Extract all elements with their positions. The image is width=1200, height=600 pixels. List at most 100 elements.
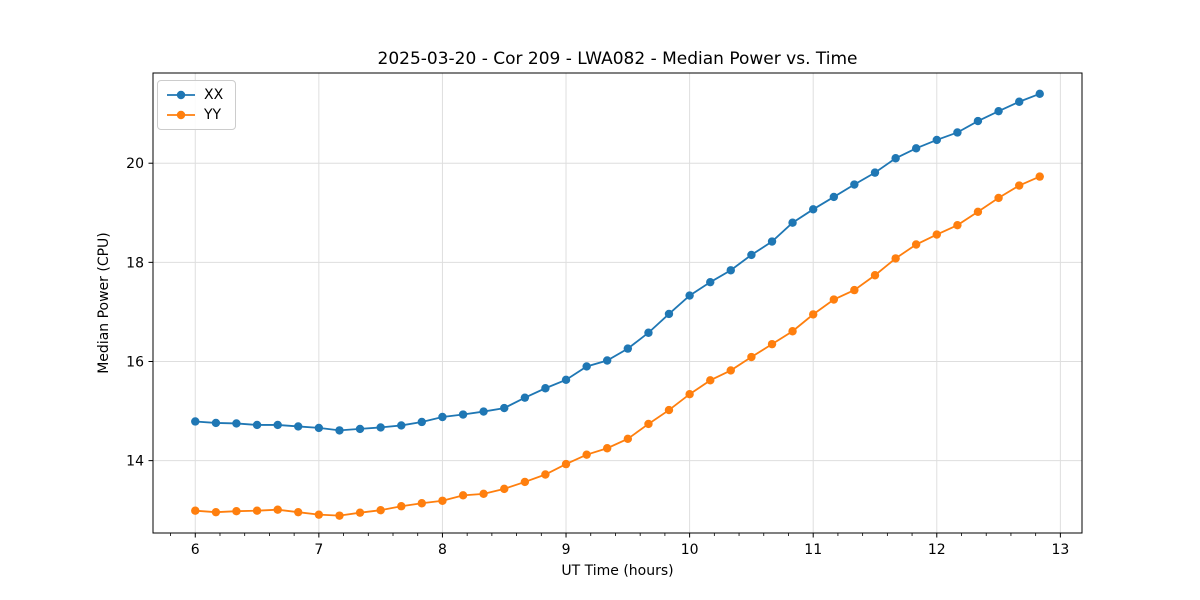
y-tick-label: 14 [126,454,144,470]
series-yy-marker [541,470,550,479]
y-axis-label: Median Power (CPU) [96,232,112,374]
legend: XX YY [157,80,237,130]
series-yy-marker [191,506,200,515]
series-yy-marker [726,366,735,375]
series-xx-marker [870,168,880,177]
series-xx-marker [767,237,777,246]
series-xx-marker [479,407,488,416]
series-yy-marker [500,484,509,494]
series-yy-marker [397,502,406,511]
series-xx-marker [891,154,900,163]
series-xx-marker [973,116,983,126]
series-yy-marker [232,506,241,516]
chart-title: 2025-03-20 - Cor 209 - LWA082 - Median P… [377,49,858,69]
legend-label: XX [204,87,224,103]
series-yy-marker [973,207,983,216]
legend-item-yy: YY [166,105,223,125]
series-yy-marker [767,339,777,349]
series-xx-marker [294,422,303,431]
series-xx-marker [376,423,385,432]
series-yy-marker [870,271,880,280]
series-yy-marker [520,477,530,487]
series-xx-marker [602,356,612,365]
series-xx-marker [726,266,735,275]
series-xx-marker [191,417,200,426]
series-xx-marker [644,328,653,337]
series-yy-marker [664,405,674,415]
series-yy-marker [706,376,715,385]
series-yy-line [195,175,1041,517]
series-yy-marker [1035,172,1044,181]
series-xx-marker [788,218,797,227]
series-yy-marker [685,390,694,399]
series-yy-marker [911,240,921,249]
series-xx-marker [747,250,756,260]
series-yy-marker [747,352,756,362]
x-tick-label: 7 [314,542,323,558]
series-yy-marker [211,507,221,517]
series-yy-marker [479,489,488,499]
series-xx-marker [706,277,715,287]
series-yy-marker [314,510,324,519]
series-yy-marker [809,310,818,319]
series-xx-marker [355,424,365,434]
legend-item-xx: XX [166,85,223,105]
series-yy-marker [376,506,385,515]
series-yy-marker [438,496,447,505]
series-yy-marker [561,459,571,469]
series-xx-marker [438,412,447,422]
x-tick-label: 8 [438,542,447,558]
series-xx-marker [623,344,633,353]
y-tick-label: 18 [126,255,144,271]
series-xx-marker [520,393,530,402]
series-yy-marker [294,507,303,517]
series-xx-marker [809,205,818,214]
series-yy-marker [850,285,859,295]
series-xx-marker [561,375,571,385]
series-xx-marker [541,384,550,393]
series-yy-marker [252,506,262,515]
series-xx-marker [458,410,468,419]
x-tick-label: 10 [681,542,699,558]
x-tick-label: 11 [804,542,822,558]
x-tick-label: 12 [928,542,946,558]
series-xx-marker [273,420,282,430]
x-axis-label: UT Time (hours) [561,563,674,579]
series-xx-marker [335,426,344,435]
series-xx-marker [994,106,1003,116]
series-xx-marker [850,180,859,189]
series-yy-marker [829,295,839,304]
series-xx-marker [829,192,839,202]
series-yy-marker [994,193,1003,203]
legend-label: YY [204,107,222,123]
series-xx-marker [211,418,221,428]
series-xx-marker [932,135,941,145]
series-xx-marker [582,362,591,371]
series-xx-marker [664,309,674,319]
series-yy-marker [1015,181,1024,190]
x-tick-label: 9 [562,542,571,558]
series-yy-marker [623,434,633,444]
series-xx-marker [252,420,262,430]
x-tick-label: 13 [1051,542,1069,558]
series-xx-marker [685,291,694,300]
series-yy-marker [335,511,344,520]
series-xx-marker [397,421,406,430]
series-xx-marker [1015,97,1024,106]
series-xx-marker [417,417,426,427]
series-xx-marker [232,419,241,428]
series-yy-marker [891,254,900,263]
legend-line-marker-icon [167,110,195,120]
series-xx-marker [1035,89,1044,99]
series-xx-marker [500,403,509,413]
series-yy-marker [417,499,426,508]
series-xx-marker [314,423,324,433]
y-tick-label: 16 [126,354,144,370]
x-tick-label: 6 [191,542,200,558]
series-yy-marker [953,220,962,230]
series-yy-marker [788,327,797,336]
series-xx-marker [953,128,962,137]
series-yy-marker [932,230,941,239]
